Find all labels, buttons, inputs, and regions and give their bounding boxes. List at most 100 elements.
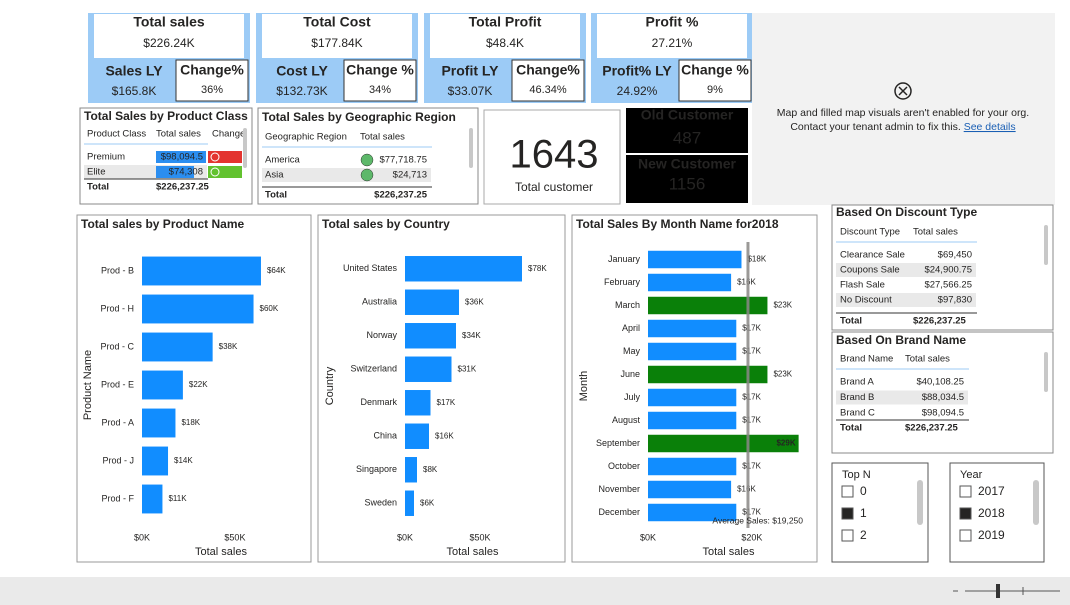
row-band bbox=[836, 263, 976, 277]
row-label: Elite bbox=[87, 167, 105, 178]
bar bbox=[405, 289, 459, 315]
y-tick-label: United States bbox=[343, 263, 398, 273]
data-label: $31K bbox=[458, 364, 477, 373]
new-customer-card bbox=[626, 155, 748, 203]
y-axis-title: Month bbox=[578, 371, 590, 402]
slicer-option[interactable]: 2 bbox=[860, 528, 867, 542]
row-value: $74,308 bbox=[169, 167, 203, 178]
y-tick-label: December bbox=[598, 507, 640, 517]
status-dot bbox=[360, 168, 374, 182]
kpi-title: Total sales bbox=[133, 14, 205, 30]
data-label: $8K bbox=[423, 465, 438, 474]
average-label: Average Sales: $19,250 bbox=[712, 515, 803, 525]
x-tick-label: $0K bbox=[134, 532, 150, 542]
kpi-ly-label: Profit LY bbox=[441, 63, 499, 79]
y-tick-label: Prod - B bbox=[101, 265, 134, 275]
data-label: $23K bbox=[773, 370, 792, 379]
bar bbox=[142, 332, 213, 362]
zoom-thumb[interactable] bbox=[996, 584, 1000, 598]
data-label: $23K bbox=[773, 301, 792, 310]
see-details-link[interactable]: See details bbox=[964, 121, 1016, 133]
chart-title: Total sales by Product Name bbox=[81, 217, 244, 231]
map-placeholder bbox=[752, 13, 1055, 205]
status-icon bbox=[210, 152, 220, 162]
y-axis-title: Country bbox=[324, 366, 336, 405]
bar bbox=[648, 319, 737, 338]
row-value: $98,094.5 bbox=[161, 152, 203, 163]
data-label: $17K bbox=[742, 462, 761, 471]
slicer-option[interactable]: 2018 bbox=[978, 506, 1005, 520]
checkbox[interactable] bbox=[841, 485, 854, 498]
row-label: Premium bbox=[87, 152, 125, 163]
kpi-change-value: 46.34% bbox=[529, 84, 567, 96]
data-label: $78K bbox=[528, 264, 547, 273]
kpi-top bbox=[430, 14, 580, 58]
bar bbox=[648, 273, 732, 292]
x-axis-title: Total sales bbox=[703, 546, 755, 558]
slicer-frame bbox=[831, 462, 929, 563]
row-label: Brand A bbox=[840, 377, 874, 388]
bar bbox=[142, 294, 254, 324]
data-label: $18K bbox=[181, 418, 200, 427]
y-tick-label: Sweden bbox=[364, 498, 397, 508]
y-tick-label: February bbox=[604, 277, 641, 287]
total-customer-label: Total customer bbox=[515, 180, 593, 194]
kpi-ly-value: $132.73K bbox=[276, 84, 327, 98]
kpi-value: 27.21% bbox=[652, 36, 693, 50]
row-value: $97,830 bbox=[938, 295, 972, 306]
kpi-change-box bbox=[511, 59, 585, 102]
slicer-option[interactable]: 2017 bbox=[978, 484, 1005, 498]
table-title: Total Sales by Geographic Region bbox=[262, 110, 456, 124]
x-axis-title: Total sales bbox=[447, 546, 499, 558]
column-header: Total sales bbox=[905, 354, 950, 365]
total-label: Total bbox=[265, 190, 287, 201]
slicer-title: Top N bbox=[842, 469, 871, 481]
total-customer-value: 1643 bbox=[510, 133, 599, 177]
kpi-ly-value: $165.8K bbox=[112, 84, 157, 98]
row-band bbox=[836, 293, 976, 307]
kpi-ly-value: 24.92% bbox=[617, 84, 658, 98]
bar bbox=[648, 434, 799, 453]
y-tick-label: May bbox=[623, 346, 641, 356]
map-notice-text: Contact your tenant admin to fix this. S… bbox=[790, 121, 1015, 133]
checkbox[interactable] bbox=[841, 529, 854, 542]
slicer-option[interactable]: 1 bbox=[860, 506, 867, 520]
scrollbar bbox=[1033, 480, 1039, 525]
scrollbar bbox=[243, 128, 247, 168]
data-label: $60K bbox=[260, 304, 279, 313]
slicer-option[interactable]: 0 bbox=[860, 484, 867, 498]
old-customer-label: Old Customer bbox=[641, 107, 734, 123]
data-label: $17K bbox=[742, 416, 761, 425]
kpi-top bbox=[94, 14, 244, 58]
row-value: $40,108.25 bbox=[916, 377, 964, 388]
customer-card bbox=[483, 109, 621, 205]
scrollbar bbox=[917, 480, 923, 525]
kpi-ly-label: Sales LY bbox=[105, 63, 163, 79]
kpi-title: Total Profit bbox=[469, 14, 542, 30]
error-icon bbox=[894, 82, 912, 100]
bar bbox=[405, 390, 431, 416]
bar bbox=[648, 480, 732, 499]
column-header: Total sales bbox=[360, 132, 405, 143]
data-label: $6K bbox=[420, 498, 435, 507]
bar bbox=[405, 423, 429, 449]
column-header: Total sales bbox=[913, 227, 958, 238]
total-value: $226,237.25 bbox=[156, 182, 210, 193]
bar bbox=[405, 256, 522, 282]
y-tick-label: March bbox=[615, 300, 640, 310]
row-value: $98,094.5 bbox=[922, 408, 964, 419]
checkbox[interactable] bbox=[959, 529, 972, 542]
slicer-option[interactable]: 2019 bbox=[978, 528, 1005, 542]
data-label: $22K bbox=[189, 380, 208, 389]
checkbox[interactable] bbox=[959, 507, 972, 520]
checkbox[interactable] bbox=[841, 507, 854, 520]
y-tick-label: October bbox=[608, 461, 640, 471]
data-label: $18K bbox=[747, 255, 766, 264]
bar bbox=[405, 457, 417, 483]
y-tick-label: Australia bbox=[362, 297, 397, 307]
checkbox[interactable] bbox=[959, 485, 972, 498]
row-band bbox=[262, 168, 431, 182]
bar bbox=[142, 446, 169, 476]
row-value: $69,450 bbox=[938, 250, 972, 261]
y-tick-label: Prod - J bbox=[102, 455, 134, 465]
